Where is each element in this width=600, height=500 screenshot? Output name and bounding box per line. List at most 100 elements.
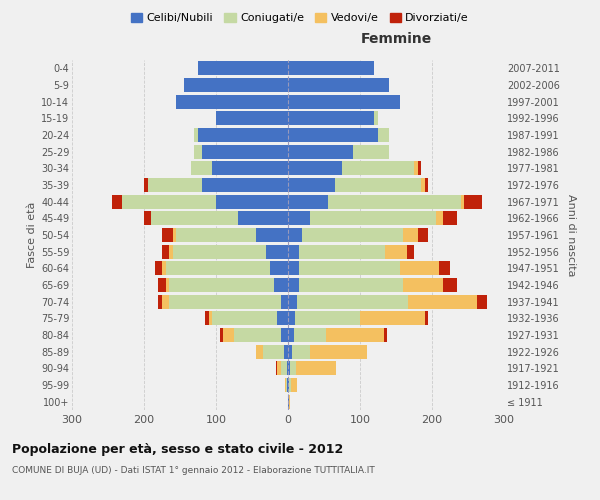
Bar	[288, 228, 302, 242]
Bar	[162, 228, 173, 242]
Bar	[302, 228, 403, 242]
Bar	[281, 361, 287, 376]
Bar	[384, 328, 388, 342]
Bar	[360, 311, 425, 326]
Bar	[328, 194, 461, 209]
Bar	[256, 344, 263, 359]
Bar	[414, 162, 418, 175]
Bar	[284, 344, 288, 359]
Bar	[202, 144, 288, 159]
Bar	[287, 361, 288, 376]
Y-axis label: Fasce di età: Fasce di età	[26, 202, 37, 268]
Bar	[194, 144, 202, 159]
Bar	[223, 328, 234, 342]
Bar	[299, 244, 385, 259]
Bar	[281, 294, 288, 308]
Bar	[436, 211, 443, 226]
Bar	[144, 178, 148, 192]
Bar	[288, 261, 299, 276]
Bar	[176, 228, 256, 242]
Bar	[173, 228, 176, 242]
Bar	[151, 211, 238, 226]
Bar	[198, 128, 288, 142]
Bar	[148, 178, 202, 192]
Bar	[191, 162, 212, 175]
Bar	[184, 78, 288, 92]
Bar	[256, 228, 288, 242]
Bar	[288, 62, 374, 76]
Bar	[277, 361, 281, 376]
Bar	[296, 361, 335, 376]
Bar	[335, 178, 421, 192]
Bar	[276, 361, 277, 376]
Bar	[288, 94, 400, 109]
Bar	[294, 328, 326, 342]
Bar	[461, 194, 464, 209]
Bar	[205, 311, 209, 326]
Bar	[464, 194, 482, 209]
Bar	[238, 211, 288, 226]
Bar	[209, 311, 212, 326]
Bar	[288, 394, 289, 409]
Bar	[277, 311, 288, 326]
Bar	[286, 378, 287, 392]
Bar	[169, 278, 274, 292]
Bar	[158, 294, 162, 308]
Bar	[385, 244, 407, 259]
Bar	[408, 294, 476, 308]
Bar	[296, 294, 408, 308]
Bar	[285, 378, 286, 392]
Bar	[289, 378, 291, 392]
Bar	[418, 162, 421, 175]
Bar	[476, 294, 487, 308]
Bar	[288, 162, 342, 175]
Bar	[326, 328, 384, 342]
Bar	[299, 261, 400, 276]
Bar	[288, 194, 328, 209]
Bar	[162, 244, 169, 259]
Bar	[288, 178, 335, 192]
Bar	[198, 62, 288, 76]
Bar	[310, 211, 436, 226]
Bar	[425, 311, 428, 326]
Bar	[202, 178, 288, 192]
Bar	[353, 144, 389, 159]
Bar	[291, 378, 296, 392]
Bar	[166, 278, 169, 292]
Bar	[443, 211, 457, 226]
Bar	[216, 112, 288, 126]
Text: COMUNE DI BUJA (UD) - Dati ISTAT 1° gennaio 2012 - Elaborazione TUTTITALIA.IT: COMUNE DI BUJA (UD) - Dati ISTAT 1° genn…	[12, 466, 375, 475]
Text: Popolazione per età, sesso e stato civile - 2012: Popolazione per età, sesso e stato civil…	[12, 442, 343, 456]
Bar	[169, 244, 173, 259]
Bar	[295, 311, 360, 326]
Bar	[288, 344, 292, 359]
Bar	[288, 278, 299, 292]
Bar	[288, 78, 389, 92]
Bar	[288, 112, 374, 126]
Bar	[425, 178, 428, 192]
Bar	[220, 328, 223, 342]
Bar	[166, 261, 270, 276]
Bar	[407, 244, 414, 259]
Bar	[288, 361, 290, 376]
Bar	[374, 112, 378, 126]
Bar	[439, 261, 450, 276]
Bar	[173, 244, 266, 259]
Bar	[418, 228, 428, 242]
Bar	[155, 261, 162, 276]
Bar	[310, 344, 367, 359]
Bar	[288, 211, 310, 226]
Bar	[299, 278, 403, 292]
Bar	[169, 294, 281, 308]
Legend: Celibi/Nubili, Coniugati/e, Vedovi/e, Divorziati/e: Celibi/Nubili, Coniugati/e, Vedovi/e, Di…	[127, 8, 473, 28]
Bar	[378, 128, 389, 142]
Bar	[112, 194, 122, 209]
Bar	[281, 328, 288, 342]
Bar	[288, 378, 289, 392]
Bar	[288, 128, 378, 142]
Bar	[342, 162, 414, 175]
Bar	[263, 344, 284, 359]
Bar	[274, 278, 288, 292]
Bar	[421, 178, 425, 192]
Text: Femmine: Femmine	[361, 32, 431, 46]
